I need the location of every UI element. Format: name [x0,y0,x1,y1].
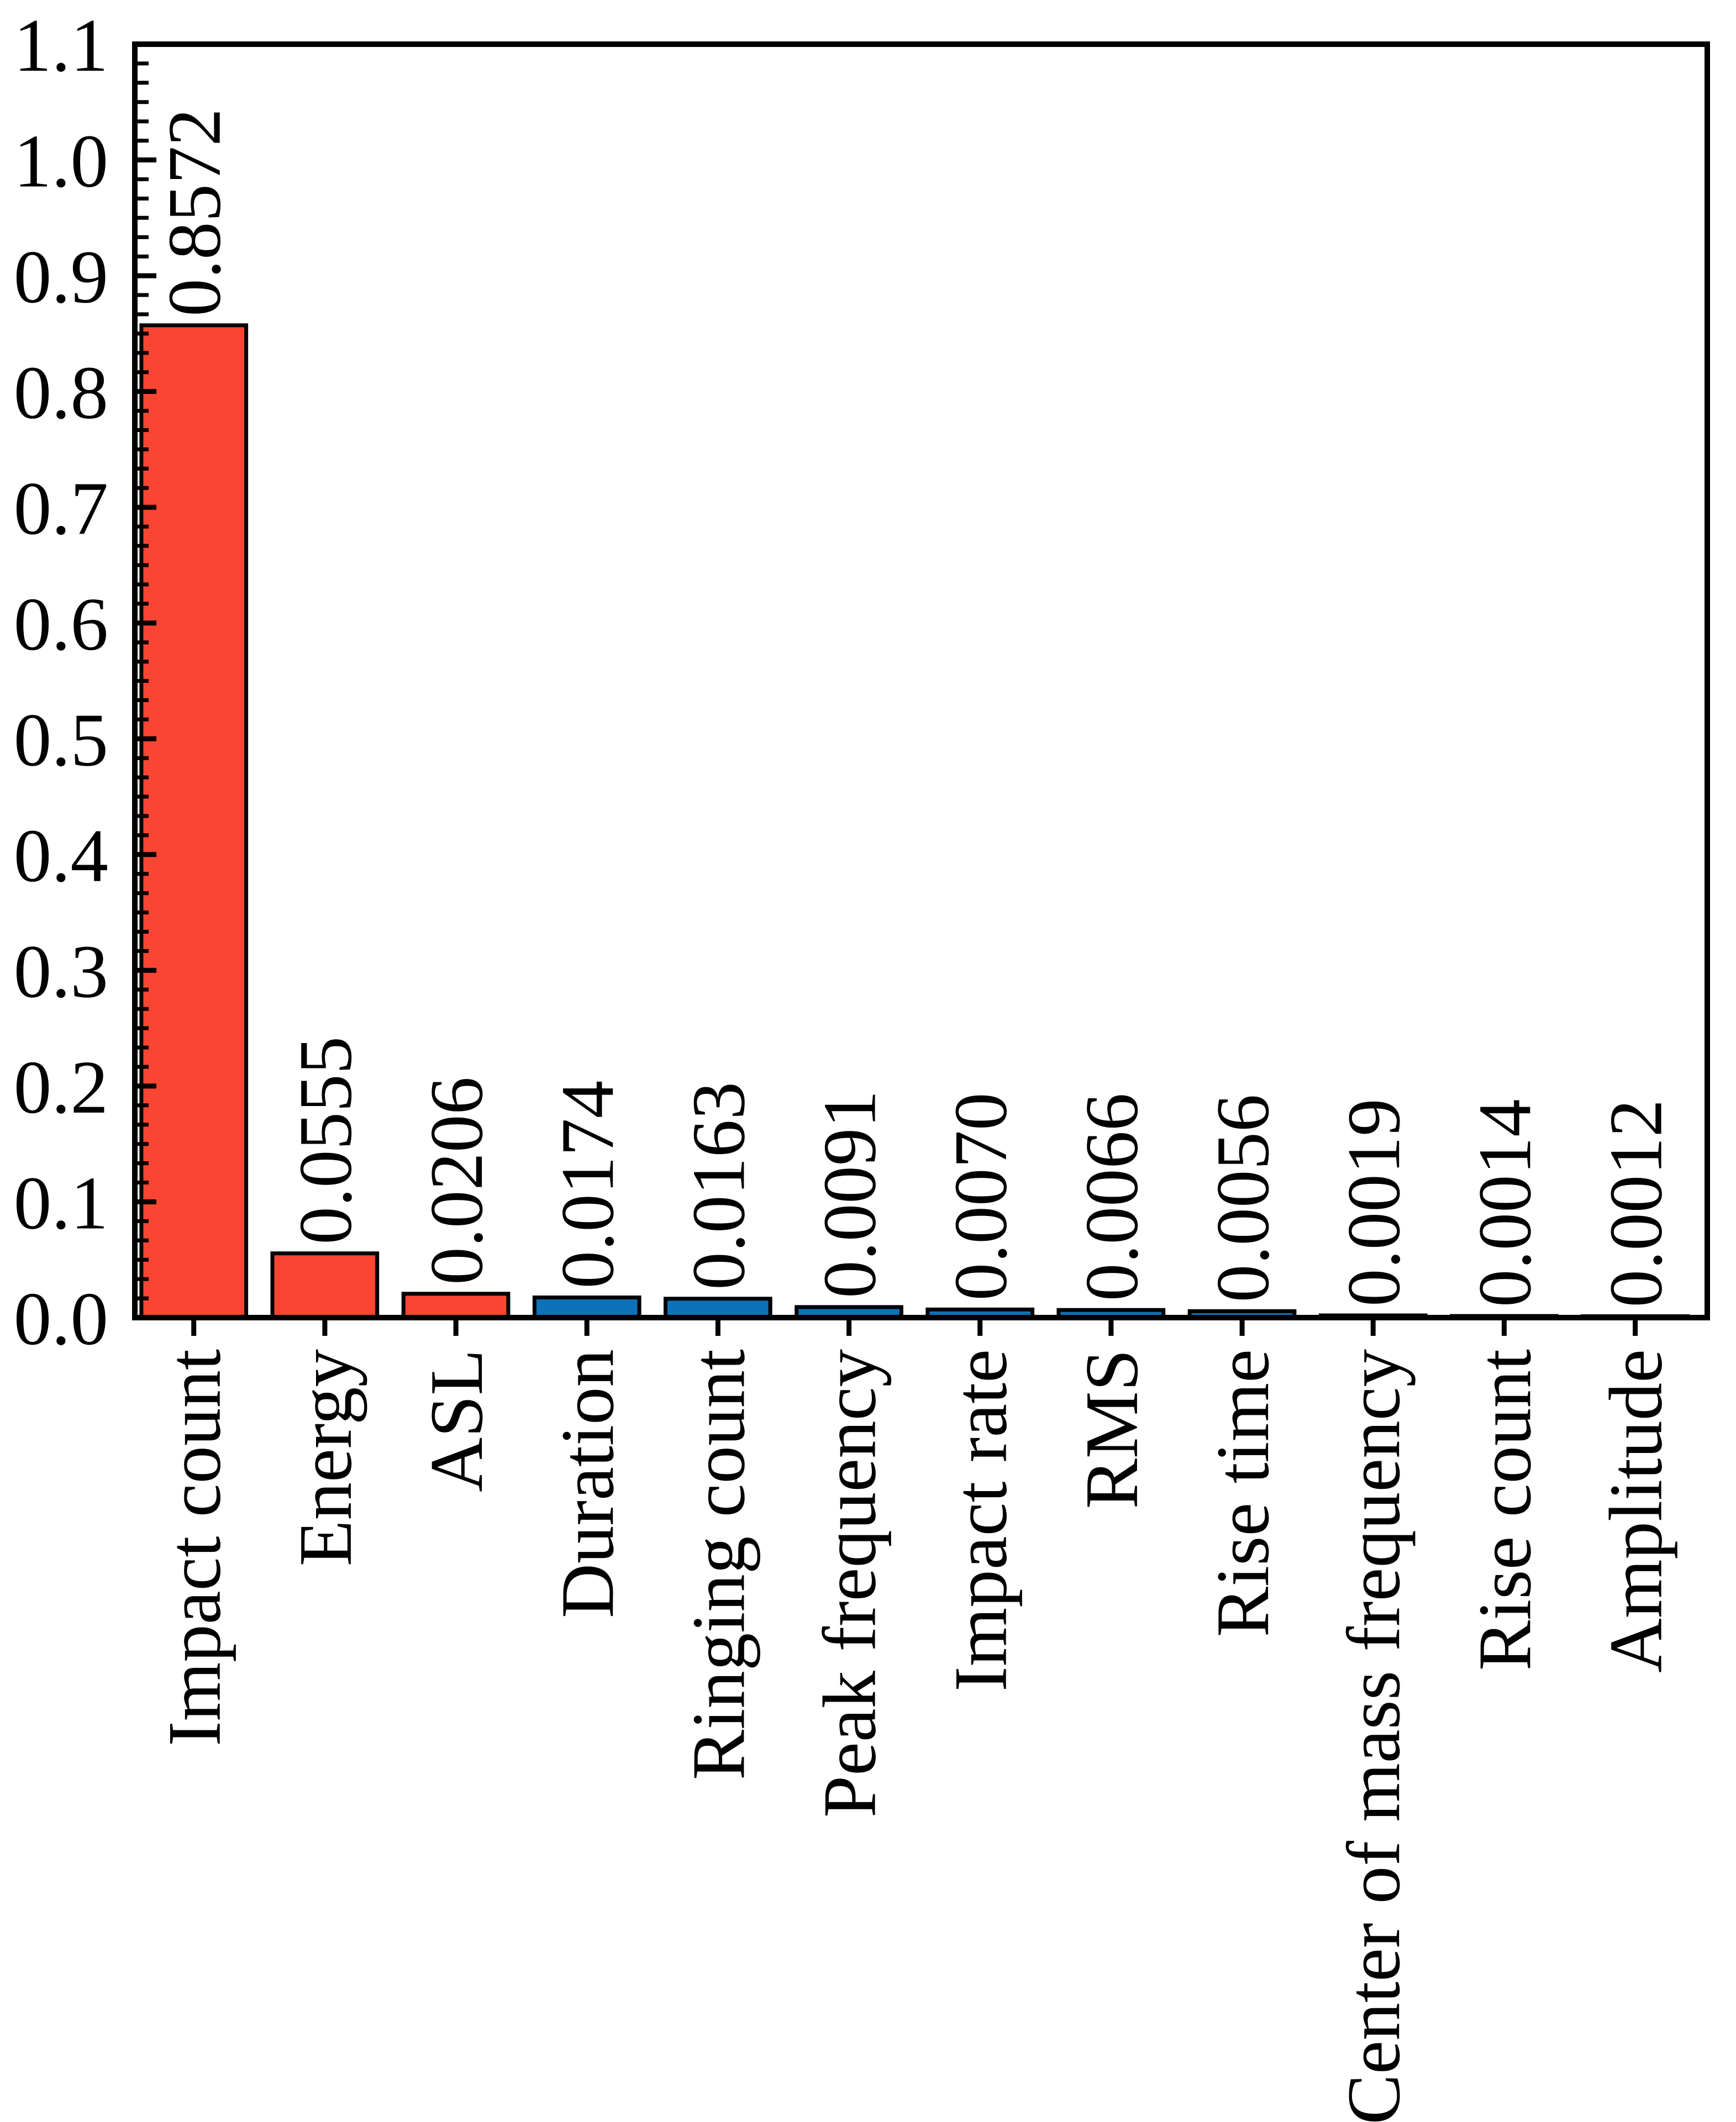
bar-value-label-asl: 0.0206 [414,1077,498,1285]
bar-impact-count [139,323,249,1320]
bar-value-label-center-of-mass-frequency: 0.0019 [1332,1098,1416,1307]
bar-asl [401,1292,511,1320]
bar-value-label-duration: 0.0174 [545,1081,629,1289]
x-tick-label-rise-count: Rise count [1463,1349,1546,1671]
bar-duration [532,1296,641,1320]
x-tick-label-rise-time: Rise time [1201,1349,1285,1637]
bar-value-label-peak-frequency: 0.0091 [808,1090,892,1298]
x-tick-label-center-of-mass-frequency: Center of mass frequency [1332,1349,1416,2122]
bar-value-label-rise-time: 0.0056 [1201,1094,1285,1303]
y-tick-label: 0.1 [14,1161,108,1245]
x-tick-label-impact-rate: Impact rate [939,1349,1023,1692]
y-tick-label: 0.8 [14,351,108,435]
bar-ringing-count [664,1297,772,1320]
bar-value-label-impact-rate: 0.0070 [939,1093,1023,1301]
plot-area-border [132,41,1710,1320]
y-tick-label: 0.9 [14,235,108,319]
y-tick-label: 0.2 [14,1045,108,1129]
y-tick-label: 1.1 [14,3,108,87]
x-tick-label-duration: Duration [545,1349,629,1618]
y-tick-label: 0.3 [14,929,108,1013]
bar-value-label-rms: 0.0066 [1070,1093,1154,1301]
y-tick-label: 0.5 [14,698,108,782]
y-tick-label: 0.0 [14,1277,108,1361]
bar-value-label-impact-count: 0.8572 [152,108,236,317]
y-tick-label: 0.7 [14,466,108,550]
bar-value-label-rise-count: 0.0014 [1463,1099,1546,1307]
bar-value-label-amplitude: 0.0012 [1594,1099,1678,1308]
x-tick-label-rms: RMS [1070,1349,1154,1509]
x-tick-label-peak-frequency: Peak frequency [808,1349,892,1818]
x-tick-label-amplitude: Amplitude [1594,1349,1678,1673]
x-tick-label-impact-count: Impact count [152,1349,236,1746]
bar-value-label-ringing-count: 0.0163 [676,1082,760,1290]
y-tick-label: 0.4 [14,814,108,898]
bar-value-label-energy: 0.0555 [283,1036,367,1245]
x-tick-label-ringing-count: Ringing count [676,1349,760,1780]
x-tick-label-energy: Energy [283,1349,367,1566]
x-tick-label-asl: ASL [414,1349,498,1492]
y-tick-label: 1.0 [14,119,108,203]
bar-energy [270,1251,380,1320]
y-tick-label: 0.6 [14,582,108,666]
